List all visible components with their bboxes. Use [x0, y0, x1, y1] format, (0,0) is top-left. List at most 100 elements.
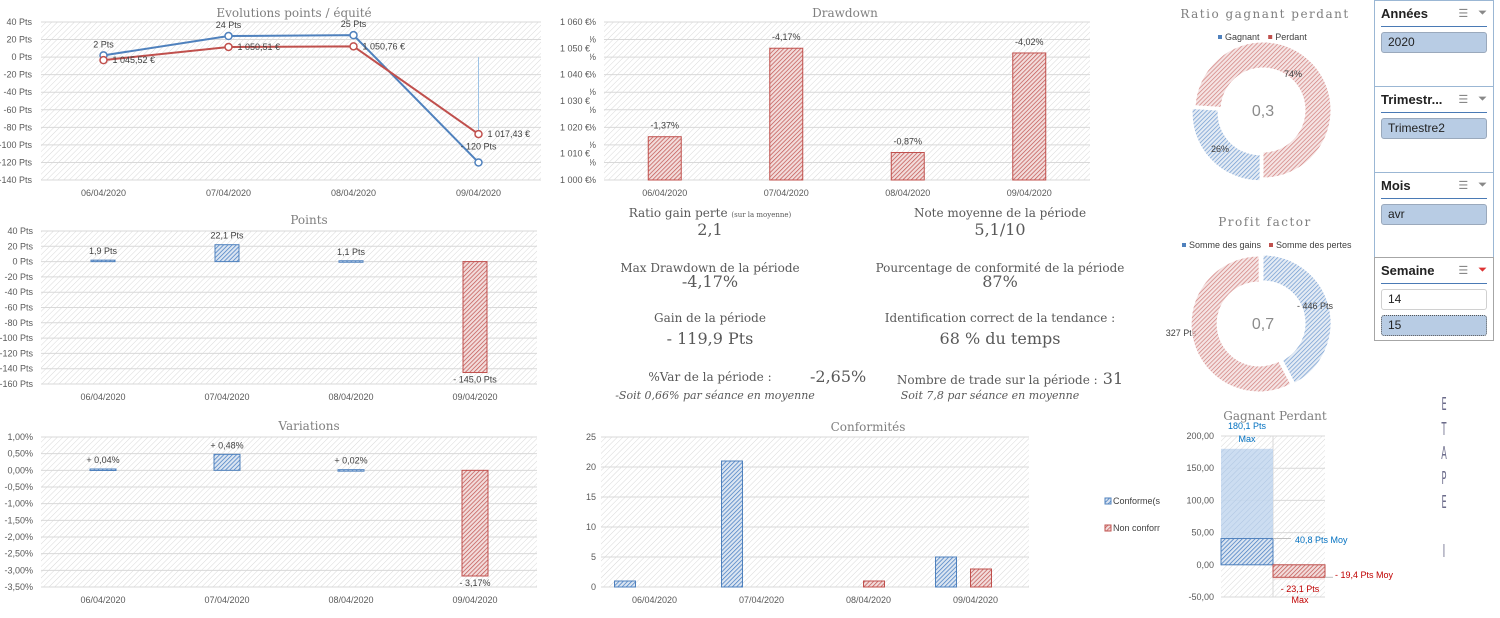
clear-filter-icon[interactable]: ⏷ — [1478, 179, 1487, 191]
conformite-bar — [721, 460, 743, 588]
y-tick-label: -1% — [590, 157, 596, 167]
legend-swatch — [1269, 243, 1273, 247]
y-tick-label: -2,00% — [4, 532, 33, 542]
value-bar — [461, 469, 489, 577]
kpi-trades: Nombre de trade sur la période : 31 — [890, 369, 1130, 388]
data-label: 1,9 Pts — [89, 246, 118, 256]
kpi-label: %Var de la période : — [648, 370, 772, 384]
data-label: -0,87% — [893, 137, 922, 147]
x-tick-label: 09/04/2020 — [1007, 188, 1052, 198]
x-tick-label: 07/04/2020 — [204, 392, 249, 402]
y-tick-label: -2,50% — [4, 549, 33, 559]
kpi-sub: -Soit 0,66% par séance en moyenne — [615, 389, 815, 402]
donut-slice — [1191, 107, 1261, 182]
gagnant-perdant-chart: 200,00 150,00 100,00 50,00 0,00 -50,00 Gagnant… — [1186, 409, 1393, 605]
etape-letter — [1441, 516, 1447, 540]
drawdown-bar — [890, 152, 925, 181]
kpi-label: Nombre de trade sur la période : — [896, 373, 1098, 387]
multi-select-icon[interactable]: ☰ — [1458, 94, 1469, 106]
multi-select-icon[interactable]: ☰ — [1458, 180, 1469, 192]
x-tick-label: 09/04/2020 — [452, 392, 497, 402]
plot-area — [601, 437, 1029, 587]
y-tick-label: 0,00 — [1196, 560, 1214, 570]
series-line-equite — [103, 45, 480, 135]
clear-filter-icon[interactable]: ⏷ — [1478, 93, 1487, 105]
value-bar — [213, 453, 241, 471]
moy-bar-perdant — [1272, 564, 1326, 578]
donut-slice — [1194, 41, 1332, 179]
value-bar — [89, 468, 117, 471]
donut-slice — [1262, 254, 1332, 384]
ratio-donut-chart: Ratio gagnant perdant Gagnant Perdant 26% 74… — [1180, 7, 1349, 182]
slicer-item-avr[interactable]: avr — [1381, 204, 1487, 225]
moy-label: 40,8 Pts Moy — [1295, 535, 1348, 545]
x-tick-label: 07/04/2020 — [764, 188, 809, 198]
legend-label: Perdant — [1275, 32, 1307, 42]
data-label: + 0,04% — [86, 455, 119, 465]
kpi-value: -2,65% — [810, 367, 867, 386]
kpi-conformite: Pourcentage de conformité de la période … — [870, 261, 1130, 291]
plot-area — [41, 22, 541, 180]
x-tick-label: 08/04/2020 — [846, 595, 891, 605]
plot-area — [604, 22, 1090, 180]
y-tick-label: 1,00% — [7, 432, 33, 442]
kpi-value: - 119,9 Pts — [666, 329, 754, 348]
kpi-value: 2,1 — [697, 220, 723, 239]
clear-filter-icon[interactable]: ⏷ — [1478, 7, 1487, 19]
y-tick-label: -1% — [590, 140, 596, 150]
etape-vertical-text: E T A P E I — [1441, 393, 1447, 564]
legend-swatch — [1104, 524, 1112, 532]
data-label: 1,1 Pts — [337, 247, 366, 257]
y-tick-label: -80 Pts — [4, 318, 33, 328]
y-tick-label: -2% — [590, 122, 596, 132]
kpi-value: 87% — [982, 272, 1018, 291]
y-tick-label: -3,00% — [4, 565, 33, 575]
data-point — [224, 42, 233, 52]
y2-tick-label: 1 000 € — [560, 175, 590, 185]
slicer-item-2020[interactable]: 2020 — [1381, 32, 1487, 53]
data-label: 1 017,43 € — [488, 129, 531, 139]
multi-select-icon[interactable]: ☰ — [1458, 265, 1469, 277]
legend-label: Conforme(s) — [1113, 496, 1160, 506]
moy-bar-gagnant — [1220, 538, 1274, 566]
max-label: Max — [1238, 434, 1256, 444]
x-tick-label: 08/04/2020 — [885, 188, 930, 198]
slicer-item-14[interactable]: 14 — [1381, 289, 1487, 310]
legend-label: Somme des pertes — [1276, 240, 1352, 250]
y-tick-label: -3% — [590, 87, 596, 97]
chart-title: Ratio gagnant perdant — [1180, 7, 1349, 21]
kpi-tendance: Identification correct de la tendance : … — [870, 311, 1130, 348]
y-tick-label: 40 Pts — [6, 17, 32, 27]
conformite-bar — [863, 580, 885, 588]
value-bar — [90, 259, 116, 263]
y-tick-label: 25 — [586, 432, 596, 442]
legend-swatch — [1182, 243, 1186, 247]
clear-filter-icon[interactable]: ⏷ — [1478, 264, 1487, 276]
kpi-label: Note moyenne de la période — [913, 206, 1087, 220]
max-label: Max — [1291, 595, 1309, 605]
x-tick-label: 06/04/2020 — [632, 595, 677, 605]
x-tick-label: 08/04/2020 — [328, 595, 373, 605]
data-label: 1 045,52 € — [113, 55, 156, 65]
data-label: 1 050,76 € — [363, 41, 406, 51]
slicer-trimestre: Trimestr... ☰ ⏷ Trimestre2 — [1374, 86, 1494, 173]
max-label: - 23,1 Pts — [1281, 584, 1320, 594]
etape-letter: A — [1441, 443, 1447, 464]
kpi-note-moyenne: Note moyenne de la période 5,1/10 — [880, 206, 1120, 239]
slicer-item-15[interactable]: 15 — [1381, 315, 1487, 336]
conformites-chart: 25 20 15 10 5 0 Conformités 06/04/2020 07/04/202… — [586, 420, 1160, 605]
data-label: 25 Pts — [341, 19, 367, 29]
y-tick-label: -1,00% — [4, 499, 33, 509]
value-bar — [337, 469, 365, 472]
x-tick-label: 08/04/2020 — [328, 392, 373, 402]
slice-label: - 446 Pts — [1297, 301, 1334, 311]
kpi-value: 68 % du temps — [939, 329, 1061, 348]
center-label: 0,3 — [1252, 103, 1274, 120]
multi-select-icon[interactable]: ☰ — [1458, 8, 1469, 20]
slicer-item-trimestre2[interactable]: Trimestre2 — [1381, 118, 1487, 139]
kpi-trades-sub: Soit 7,8 par séance en moyenne — [880, 389, 1100, 402]
evolutions-chart: 40 Pts 20 Pts 0 Pts -20 Pts -40 Pts -60 Pts -8… — [0, 6, 590, 198]
data-point — [349, 30, 358, 40]
data-label: + 0,48% — [210, 440, 243, 450]
y-tick-label: -3,50% — [4, 582, 33, 592]
